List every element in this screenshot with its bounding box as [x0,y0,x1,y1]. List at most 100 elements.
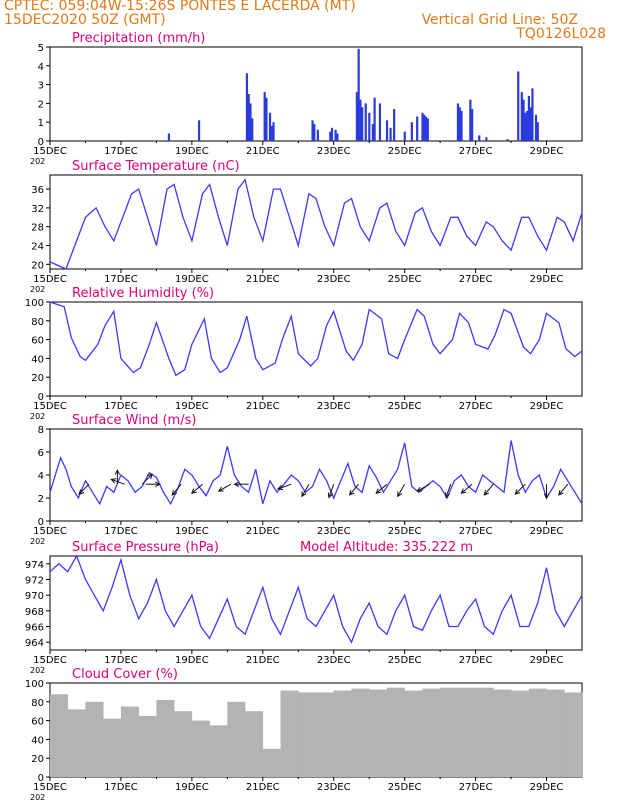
panel-title: Relative Humidity (%) [72,286,214,301]
x-tick-label: 29DEC [530,274,564,285]
y-tick-label: 2 [38,494,44,505]
x-tick-label: 25DEC [388,655,422,666]
precip-bar [416,116,419,141]
cloud-bar [156,699,175,777]
x-year-label: 202 [30,157,45,166]
panel-frame [49,46,583,142]
precip-bar [385,120,389,141]
precip-bar [424,116,428,141]
x-year-label: 202 [30,793,45,800]
x-tick-label: 23DEC [317,782,351,793]
wind-arrow-head [147,473,153,480]
precip-bar [371,124,374,141]
x-tick-label: 21DEC [246,401,280,412]
x-tick-label: 19DEC [175,526,209,537]
y-tick-label: 968 [25,607,44,618]
wind-arrow [483,483,494,496]
x-tick-label: 17DEC [104,655,138,666]
wind-arrow [328,484,335,498]
precip-bar [517,71,520,141]
x-tick-label: 23DEC [317,526,351,537]
precip-bar [263,92,266,141]
x-tick-label: 19DEC [175,782,209,793]
panel-cloud: Cloud Cover (%) 0 20 40 60 80 100 15DEC 17DEC 19D… [25,667,583,800]
wind-arrow-head [460,488,467,494]
x-tick-label: 25DEC [388,274,422,285]
x-tick-label: 19DEC [175,274,209,285]
y-tick-label: 40 [31,354,44,365]
x-tick-label: 21DEC [246,526,280,537]
y-tick-label: 964 [25,638,44,649]
cloud-bar [422,688,441,777]
cloud-bar [120,706,139,777]
wind-arrow [461,483,473,494]
wind-arrow [558,483,569,496]
wind-arrow-head [348,489,355,496]
cloud-bar [564,692,583,777]
temp-line [49,178,583,270]
x-tick-label: 29DEC [530,526,564,537]
x-tick-label: 15DEC [33,274,67,285]
cloud-bar [528,688,547,777]
wind-arrow-head [276,484,284,491]
y-tick-label: 80 [31,317,44,328]
panel-rh: Relative Humidity (%) 0 20 40 60 80 100 15DEC 17… [25,286,583,421]
wind-line [49,440,583,506]
header-model-id: TQ0126L028 [516,26,606,42]
precip-bar [373,97,376,141]
y-tick-label: 36 [31,185,44,196]
wind-arrow [301,483,310,497]
x-tick-label: 23DEC [317,401,351,412]
x-tick-label: 15DEC [33,526,67,537]
precip-bar [536,122,539,141]
cloud-bar [209,725,228,777]
precip-bar [311,120,314,141]
y-tick-label: 966 [25,623,44,634]
panel-title: Surface Temperature (nC) [72,159,240,174]
header-station: CPTEC: 059:04W-15:26S PONTES E LACERDA (… [4,0,356,14]
x-tick-label: 29DEC [530,401,564,412]
y-tick-label: 0 [38,392,44,403]
wind-arrow-head [155,481,161,487]
precip-bar [531,88,534,141]
wind-arrow [78,483,90,495]
panel-title: Surface Pressure (hPa) [72,540,219,555]
panel-frame [49,428,583,522]
precip-bar [270,125,273,141]
y-tick-label: 100 [25,298,44,309]
panel-press: Surface Pressure (hPa) Model Altitude: 33… [25,540,583,675]
y-tick-label: 20 [31,754,44,765]
y-tick-label: 2 [38,99,44,110]
cloud-bar [404,690,423,777]
x-tick-label: 27DEC [459,274,493,285]
precip-bar [364,103,367,141]
press-line [49,554,583,644]
x-tick-label: 29DEC [530,782,564,793]
wind-arrow [171,483,182,496]
precip-bar [520,92,523,141]
cloud-bar [103,718,122,777]
x-tick-label: 27DEC [459,526,493,537]
cloud-bar [457,687,476,777]
x-tick-label: 27DEC [459,401,493,412]
y-tick-label: 4 [38,471,44,482]
y-tick-label: 1 [38,118,44,129]
precip-bar [456,103,460,141]
cloud-bar [440,687,459,777]
y-tick-label: 5 [38,43,44,54]
x-tick-label: 19DEC [175,401,209,412]
y-tick-label: 6 [38,448,44,459]
y-tick-label: 80 [31,698,44,709]
wind-arrow [191,483,203,494]
x-tick-label: 17DEC [104,526,138,537]
cloud-bar [369,689,388,777]
precip-bar [357,48,360,141]
precip-bar [423,114,426,141]
panel-temp: Surface Temperature (nC) 20 24 28 32 36 15DEC 1… [30,159,583,294]
panel-frame [49,301,583,397]
cloud-bar [333,690,352,777]
y-tick-label: 20 [31,260,44,271]
y-tick-label: 970 [25,591,44,602]
x-tick-label: 25DEC [388,526,422,537]
wind-arrow [375,483,388,494]
